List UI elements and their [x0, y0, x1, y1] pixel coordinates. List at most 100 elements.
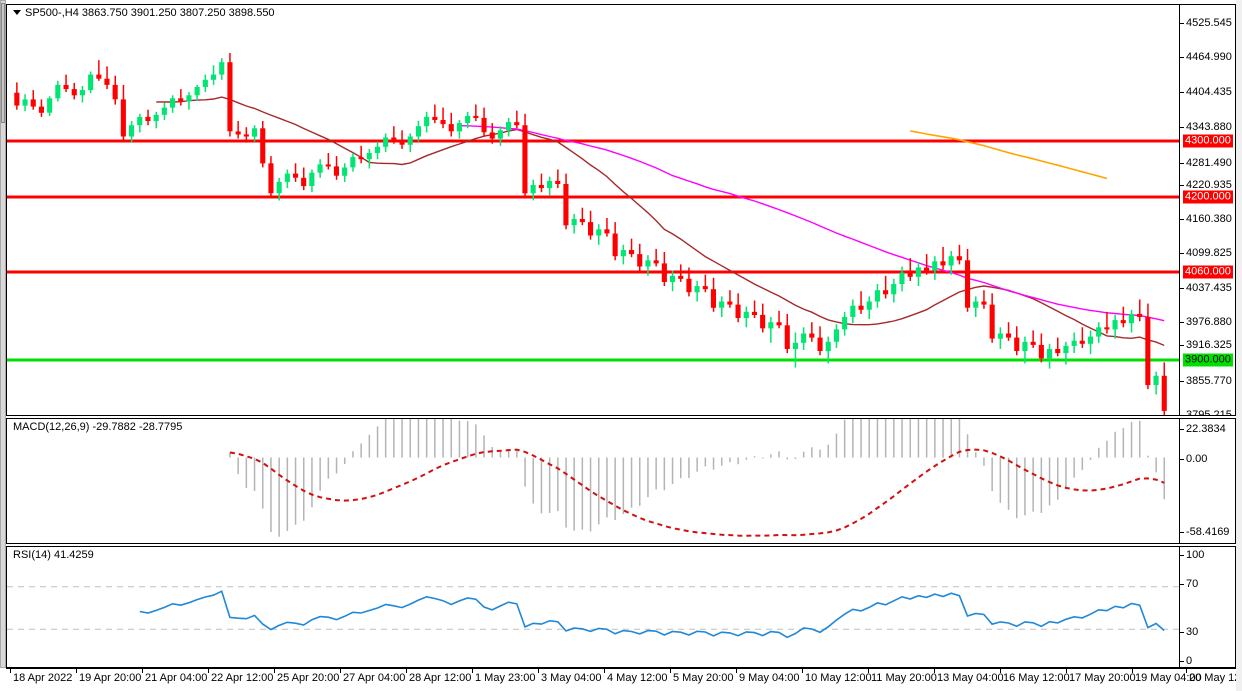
- candle-wick: [442, 107, 444, 129]
- vertical-scrollbar[interactable]: [0, 0, 6, 668]
- candle-bearish: [989, 304, 995, 339]
- candle-bullish: [891, 284, 897, 295]
- candle-bearish: [1030, 341, 1036, 345]
- macd-histogram-bar: [499, 450, 502, 458]
- candle-bullish: [202, 79, 208, 87]
- macd-canvas[interactable]: [7, 419, 1179, 543]
- resistance-4200-badge[interactable]: 4200.000: [1183, 190, 1233, 204]
- price-axis-label: 4525.545: [1186, 17, 1232, 29]
- price-chart-canvas[interactable]: [7, 5, 1179, 415]
- candle-bullish: [252, 128, 258, 137]
- candle-bearish: [612, 233, 618, 257]
- price-axis-tick: [1180, 219, 1184, 220]
- candle-wick: [680, 264, 682, 282]
- candle-bearish: [858, 305, 864, 310]
- candle-bullish: [342, 167, 348, 176]
- price-axis-tick: [1180, 381, 1184, 382]
- vertical-scrollbar-thumb[interactable]: [1, 3, 5, 123]
- macd-histogram-bar: [450, 419, 452, 458]
- macd-histogram-bar: [1139, 420, 1141, 458]
- candle-bullish: [768, 322, 774, 329]
- macd-histogram-bar: [991, 457, 993, 492]
- candle-wick: [884, 275, 887, 299]
- candle-bullish: [973, 301, 979, 308]
- rsi-panel[interactable]: RSI(14) 41.4259 100 70 30 0: [6, 546, 1236, 668]
- time-axis[interactable]: 18 Apr 2022 19 Apr 20:00 21 Apr 04:00 22 Ap…: [6, 668, 1242, 691]
- macd-histogram-bar: [1098, 447, 1100, 458]
- candle-wick: [434, 104, 436, 124]
- candle-wick: [1057, 337, 1059, 357]
- candle-bearish: [924, 267, 930, 271]
- time-axis-label: 28 Apr 12:00: [409, 672, 472, 684]
- candle-bearish: [268, 163, 274, 194]
- macd-histogram-bar: [327, 457, 330, 479]
- dropdown-caret-icon[interactable]: [13, 9, 21, 15]
- candle-bearish: [555, 180, 561, 184]
- candle-bullish: [374, 146, 380, 153]
- macd-histogram-bar: [409, 419, 411, 458]
- macd-histogram-bar: [745, 457, 748, 460]
- macd-histogram-bar: [696, 457, 698, 472]
- macd-histogram-bar: [925, 419, 928, 458]
- candle-bearish: [538, 185, 544, 189]
- candle-wick: [1139, 299, 1141, 322]
- time-axis-tick: [142, 669, 143, 673]
- candle-bullish: [22, 99, 28, 106]
- candle-wick: [1106, 311, 1108, 334]
- resistance-4300-badge[interactable]: 4300.000: [1183, 134, 1233, 148]
- support-3900-badge[interactable]: 3900.000: [1183, 353, 1233, 367]
- candle-bullish: [1047, 349, 1053, 359]
- time-axis-label: 20 May 12:00: [1189, 672, 1242, 684]
- candle-bearish: [702, 286, 708, 290]
- candle-wick: [942, 246, 944, 270]
- candle-bearish: [981, 301, 987, 305]
- price-chart-panel[interactable]: SP500-,H4 3863.750 3901.250 3807.250 389…: [6, 4, 1236, 416]
- price-axis[interactable]: 4525.545 4464.990 4404.435 4343.880 4281.490…: [1179, 5, 1235, 415]
- candle-bearish: [96, 74, 102, 79]
- candle-bearish: [71, 89, 77, 96]
- price-axis-label: 4220.935: [1186, 179, 1232, 191]
- candle-bearish: [1104, 327, 1110, 330]
- resistance-4060-badge[interactable]: 4060.000: [1183, 265, 1233, 279]
- candle-wick: [794, 332, 797, 368]
- time-axis-label: 21 Apr 04:00: [145, 672, 208, 684]
- rsi-axis-tick: [1180, 632, 1184, 633]
- time-axis-label: 17 May 20:00: [1069, 672, 1136, 684]
- candle-bearish: [1145, 317, 1151, 386]
- macd-axis-tick: [1180, 429, 1184, 430]
- macd-axis[interactable]: 22.3834 0.00 -58.4169: [1179, 419, 1235, 543]
- macd-histogram-bar: [384, 419, 387, 458]
- candle-bullish: [309, 172, 315, 186]
- candle-bullish: [792, 342, 798, 349]
- candle-bullish: [833, 329, 839, 342]
- price-axis-label: 4160.380: [1186, 213, 1232, 225]
- macd-histogram-bar: [680, 457, 682, 479]
- time-axis-tick: [604, 669, 605, 673]
- time-axis-label: 18 Apr 2022: [13, 672, 73, 684]
- support-3900: [7, 358, 1179, 362]
- time-axis-label: 16 May 12:00: [1003, 672, 1070, 684]
- candle-wick: [65, 74, 67, 93]
- candle-bullish: [1022, 341, 1028, 352]
- time-axis-tick: [472, 669, 473, 673]
- price-axis-tick: [1180, 23, 1184, 24]
- macd-histogram-bar: [491, 447, 493, 458]
- time-axis-tick: [934, 669, 935, 673]
- candle-bearish: [661, 263, 667, 282]
- time-axis-label: 1 May 23:00: [475, 672, 536, 684]
- candle-bullish: [186, 95, 192, 102]
- rsi-canvas[interactable]: [7, 547, 1179, 667]
- macd-histogram-bar: [966, 434, 969, 458]
- symbol-ohlc-text: SP500-,H4 3863.750 3901.250 3807.250 389…: [25, 7, 275, 19]
- time-axis-tick: [868, 669, 869, 673]
- macd-histogram-bar: [942, 419, 944, 458]
- macd-histogram-bar: [1163, 457, 1165, 500]
- macd-panel[interactable]: MACD(12,26,9) -29.7882 -28.7795 22.3834 0…: [6, 418, 1236, 544]
- candle-bearish: [629, 250, 635, 255]
- candle-bearish: [1137, 313, 1143, 317]
- candle-bearish: [1006, 333, 1012, 338]
- macd-histogram-bar: [860, 419, 862, 458]
- rsi-axis[interactable]: 100 70 30 0: [1179, 547, 1235, 667]
- time-axis-label: 10 May 12:00: [805, 672, 872, 684]
- candle-wick: [237, 121, 239, 139]
